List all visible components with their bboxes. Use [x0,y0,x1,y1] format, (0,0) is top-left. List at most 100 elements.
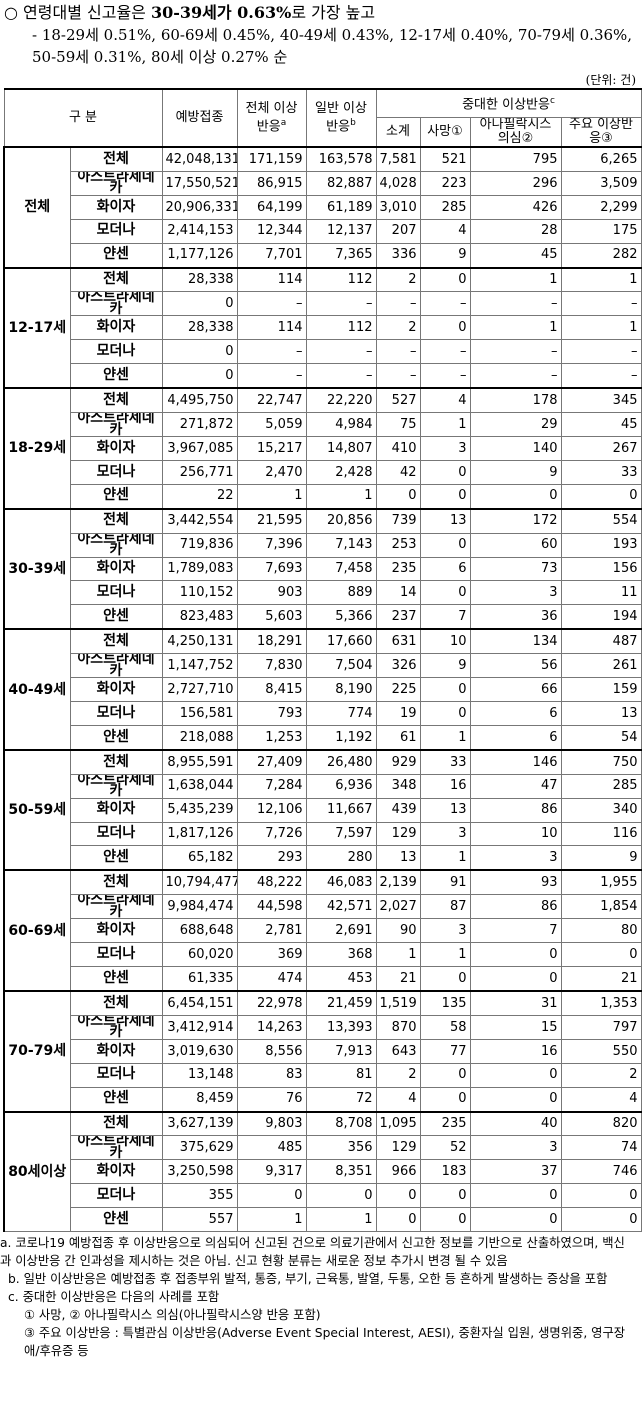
value-cell: 2,727,710 [161,677,238,703]
value-cell: 6 [469,701,562,726]
value-cell: 3 [419,918,471,944]
value-cell: 44,598 [236,894,307,920]
value-cell: 60 [469,532,562,558]
table-row: 아스트라제네카 3,412,914 14,263 13,393 870 58 15 797 [4,1014,642,1040]
value-cell: 28,338 [161,266,238,293]
value-cell: 0 [560,942,642,968]
value-cell: – [305,339,377,365]
value-cell: 21 [375,966,421,992]
value-cell: 16 [419,773,471,799]
value-cell: 42,571 [305,894,377,920]
table-row: 화이자 1,789,083 7,693 7,458 235 6 73 156 [4,556,642,582]
vaccine-cell: 전체 [69,989,163,1016]
value-cell: 15 [469,1014,562,1040]
value-cell: 11 [560,580,642,606]
value-cell: 296 [469,170,562,196]
value-cell: 17,660 [305,628,377,655]
value-cell: 3 [469,845,562,871]
value-cell: 0 [419,532,471,558]
vaccine-cell: 아스트라제네카 [69,1135,163,1161]
value-cell: 11,667 [305,797,377,823]
value-cell: 820 [560,1110,642,1137]
value-cell: 14 [375,580,421,606]
value-cell: 58 [419,1014,471,1040]
value-cell: 2,414,153 [161,218,238,244]
value-cell: 163,578 [305,145,377,172]
footnote: a. 코로나19 예방접종 후 이상반응으로 의심되어 신고된 건으로 의료기관… [0,1236,625,1269]
table-row: 얀센 61,335 474 453 21 0 0 21 [4,966,642,992]
table-row: 모더나 2,414,153 12,344 12,137 207 4 28 175 [4,218,642,244]
value-cell: 631 [375,628,421,655]
value-cell: 348 [375,773,421,799]
value-cell: 870 [375,1014,421,1040]
value-cell: 0 [419,459,471,485]
value-cell: 7,365 [305,242,377,269]
value-cell: 3 [419,821,471,847]
value-cell: 74 [560,1135,642,1161]
value-cell: 7,458 [305,556,377,582]
value-cell: 3 [469,580,562,606]
value-cell: 77 [419,1038,471,1064]
value-cell: 7,143 [305,532,377,558]
value-cell: 7,504 [305,653,377,679]
value-cell: – [419,291,471,317]
table-row: 아스트라제네카 271,872 5,059 4,984 75 1 29 45 [4,412,642,438]
value-cell: 1 [419,845,471,871]
value-cell: 1 [375,942,421,968]
value-cell: 1,353 [560,989,642,1016]
value-cell: 61 [375,724,421,751]
value-cell: 1,519 [375,989,421,1016]
value-cell: 90 [375,918,421,944]
value-cell: 0 [469,1062,562,1088]
table-row: 아스트라제네카 719,836 7,396 7,143 253 0 60 193 [4,532,642,558]
value-cell: 8,190 [305,677,377,703]
value-cell: 65,182 [161,845,238,871]
value-cell: 2,781 [236,918,307,944]
table-row: 18-29세 전체 4,495,750 22,747 22,220 527 4 178 345 [3,387,642,510]
value-cell: – [375,363,421,389]
value-cell: – [305,363,377,389]
value-cell: 1,817,126 [161,821,238,847]
value-cell: 1,789,083 [161,556,238,582]
value-cell: 22 [161,483,238,510]
value-cell: 0 [419,1207,471,1233]
value-cell: 114 [236,315,307,341]
value-cell: 129 [375,821,421,847]
value-cell: 719,836 [161,532,238,558]
value-cell: 0 [375,1183,421,1209]
vaccine-cell: 얀센 [69,483,163,510]
text: 일반 이상반응 [315,100,367,135]
value-cell: 3,019,630 [161,1038,238,1064]
group-cell: 18-29세 [3,387,71,510]
value-cell: 81 [305,1062,377,1088]
vaccine-cell: 전체 [69,507,163,534]
value-cell: 1 [560,266,642,293]
value-cell: 439 [375,797,421,823]
value-cell: 22,220 [305,387,377,414]
vaccine-cell: 전체 [69,748,163,775]
value-cell: 7,693 [236,556,307,582]
value-cell: – [305,291,377,317]
value-cell: 3,250,598 [161,1159,238,1185]
value-cell: 474 [236,966,307,992]
value-cell: 795 [469,145,562,172]
value-cell: 410 [375,436,421,461]
table-row: 화이자 20,906,331 64,199 61,189 3,010 285 426 2,29… [4,194,642,220]
header-cell: 중대한 이상반응c [375,88,642,118]
table-row: 얀센 8,459 76 72 4 0 0 4 [4,1086,642,1113]
value-cell: 13,393 [305,1014,377,1040]
value-cell: 487 [560,628,642,655]
value-cell: 0 [469,1183,562,1209]
table-row: 모더나 60,020 369 368 1 1 0 0 [4,942,642,968]
value-cell: 2,470 [236,459,307,485]
value-cell: 5,603 [236,604,307,630]
value-cell: 159 [560,677,642,703]
vaccine-cell: 모더나 [69,1183,163,1209]
value-cell: 485 [236,1135,307,1161]
value-cell: 33 [419,748,471,775]
footnotes: a. 코로나19 예방접종 후 이상반응으로 의심되어 신고된 건으로 의료기관… [0,1234,642,1360]
value-cell: 9 [419,653,471,679]
value-cell: – [375,291,421,317]
value-cell: 21,459 [305,989,377,1016]
sup: a [280,117,287,128]
